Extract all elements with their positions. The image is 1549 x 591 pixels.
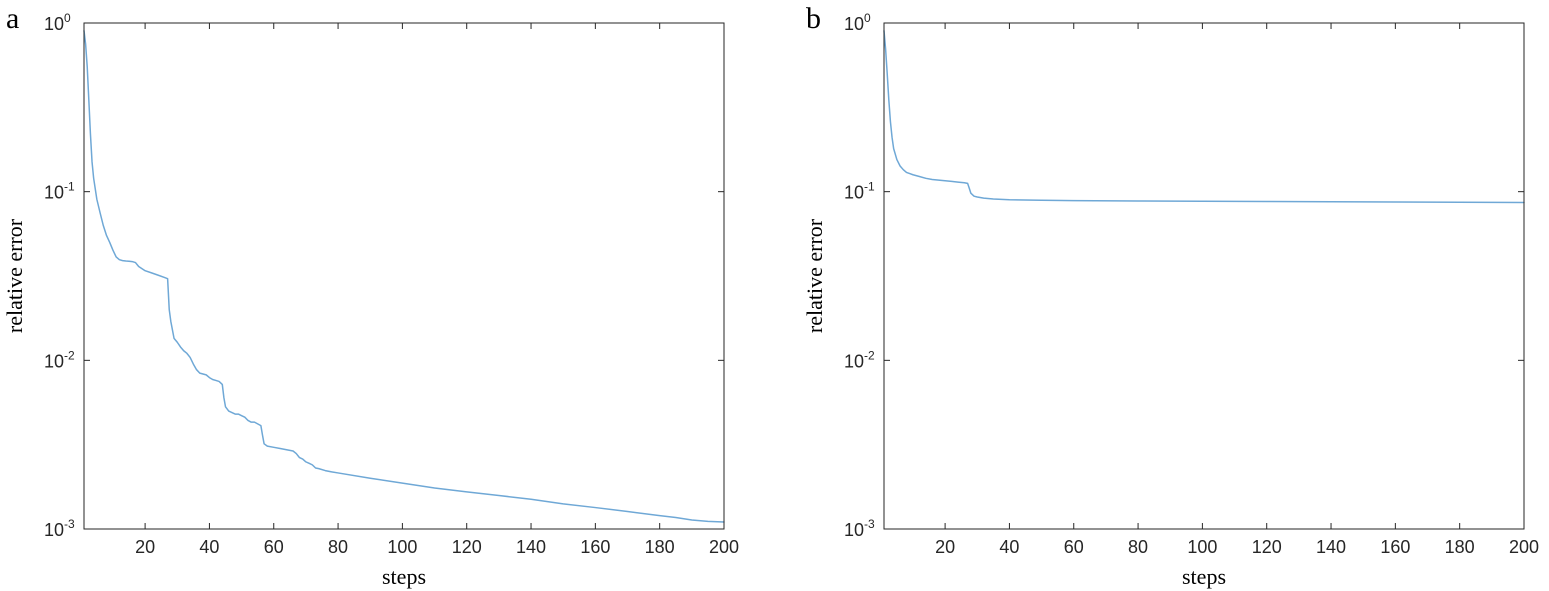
y-tick-base: 10 <box>844 351 864 371</box>
panel-label: b <box>806 2 821 35</box>
y-tick-base: 10 <box>844 183 864 203</box>
y-tick-label: 10-1 <box>844 180 875 203</box>
x-tick-label: 200 <box>1509 537 1539 557</box>
x-tick-label: 120 <box>452 537 482 557</box>
y-tick-base: 10 <box>44 520 64 540</box>
series-line-0 <box>883 29 1525 204</box>
x-axis-title: steps <box>382 564 426 589</box>
x-tick-label: 100 <box>1187 537 1217 557</box>
x-tick-label: 140 <box>1316 537 1346 557</box>
x-tick-label: 40 <box>199 537 219 557</box>
x-tick-label: 100 <box>387 537 417 557</box>
y-tick-base: 10 <box>44 183 64 203</box>
x-tick-label: 180 <box>1445 537 1475 557</box>
y-tick-base: 10 <box>844 520 864 540</box>
x-tick-label: 40 <box>999 537 1019 557</box>
y-tick-exponent: -1 <box>864 180 875 194</box>
y-tick-exponent: 0 <box>864 11 871 25</box>
y-tick-exponent: -1 <box>64 180 75 194</box>
y-tick-exponent: -2 <box>864 348 875 362</box>
y-tick-exponent: -3 <box>864 517 875 531</box>
y-tick-label: 100 <box>44 11 71 34</box>
y-tick-label: 10-1 <box>44 180 75 203</box>
series-line-0 <box>83 29 725 523</box>
x-axis-title: steps <box>1182 564 1226 589</box>
x-tick-label: 60 <box>264 537 284 557</box>
x-tick-label: 160 <box>580 537 610 557</box>
axes-box <box>83 22 725 530</box>
panel-b: b20 40 60 80 100 120 140 160 180 20010-310-210-11… <box>802 2 1539 589</box>
y-axis-title: relative error <box>2 218 27 333</box>
x-tick-label: 160 <box>1380 537 1410 557</box>
y-axis-title: relative error <box>802 218 827 333</box>
x-tick-label: 200 <box>709 537 739 557</box>
x-tick-label: 140 <box>516 537 546 557</box>
x-tick-label: 120 <box>1252 537 1282 557</box>
y-tick-exponent: -3 <box>64 517 75 531</box>
x-tick-label: 60 <box>1064 537 1084 557</box>
y-tick-label: 100 <box>844 11 871 34</box>
y-tick-label: 10-3 <box>844 517 875 540</box>
y-tick-label: 10-3 <box>44 517 75 540</box>
y-tick-base: 10 <box>44 351 64 371</box>
axes-box <box>883 22 1525 530</box>
x-tick-label: 180 <box>645 537 675 557</box>
panel-label: a <box>6 2 19 35</box>
x-tick-label: 20 <box>935 537 955 557</box>
x-tick-label: 80 <box>328 537 348 557</box>
x-tick-label: 20 <box>135 537 155 557</box>
panel-a: a20 40 60 80 100 120 140 160 180 20010-310-210-11… <box>2 2 739 589</box>
y-tick-base: 10 <box>44 14 64 34</box>
x-tick-label: 80 <box>1128 537 1148 557</box>
y-tick-label: 10-2 <box>844 348 875 371</box>
y-tick-exponent: 0 <box>64 11 71 25</box>
y-tick-exponent: -2 <box>64 348 75 362</box>
y-tick-label: 10-2 <box>44 348 75 371</box>
y-tick-base: 10 <box>844 14 864 34</box>
